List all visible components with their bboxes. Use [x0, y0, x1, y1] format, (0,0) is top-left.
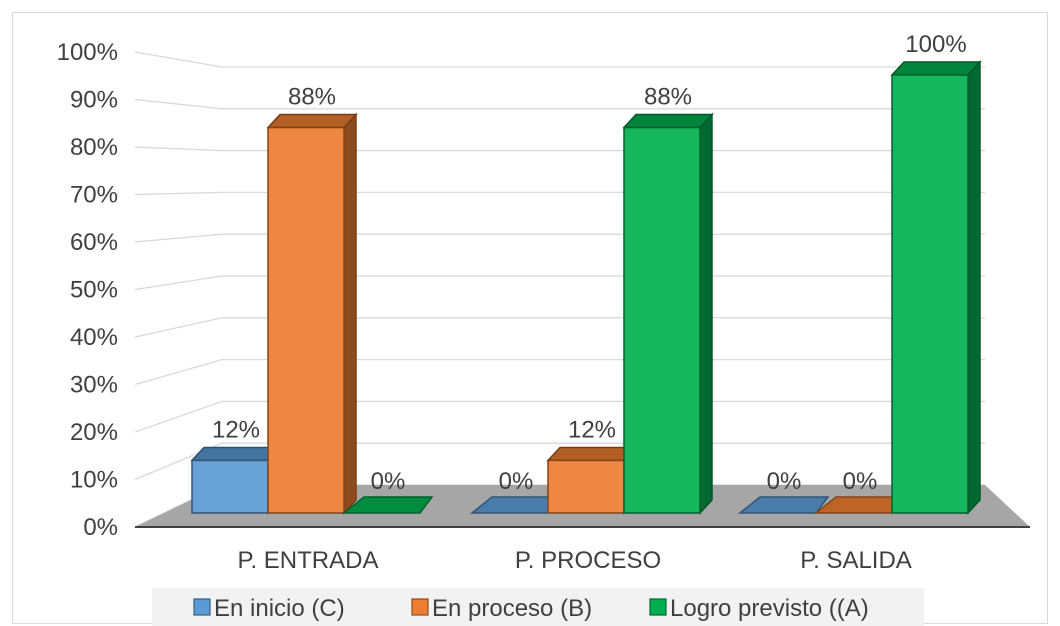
bar [341, 496, 434, 514]
bar [266, 112, 358, 515]
gridline [134, 51, 985, 68]
bar-front [547, 459, 625, 514]
legend-box [152, 588, 924, 626]
y-tick-label: 30% [70, 372, 118, 399]
x-tick-label: P. PROCESO [515, 547, 661, 574]
gridline [134, 275, 985, 291]
bar [737, 496, 830, 514]
x-tick-label: P. ENTRADA [238, 547, 379, 574]
legend-item: Logro previsto ((A) [649, 595, 869, 622]
data-label: 0% [767, 468, 802, 495]
bar-front [191, 459, 269, 514]
legend-item: En proceso (B) [411, 595, 592, 622]
y-tick-label: 40% [70, 324, 118, 351]
y-tick-label: 10% [70, 467, 118, 494]
data-label: 12% [568, 416, 616, 443]
data-label: 0% [499, 468, 534, 495]
bar [622, 112, 714, 515]
bar-top [266, 113, 358, 129]
bar [546, 445, 638, 515]
bar-side [699, 112, 713, 515]
bar-front [891, 74, 969, 514]
bar [190, 445, 282, 515]
y-tick-label: 20% [70, 419, 118, 446]
x-axis: P. ENTRADA P. PROCESO P. SALIDA [238, 547, 912, 574]
legend-label: Logro previsto ((A) [670, 595, 869, 622]
y-tick-label: 70% [70, 182, 118, 209]
gridline [134, 233, 985, 243]
y-tick-label: 60% [70, 229, 118, 256]
bar-side [967, 60, 981, 515]
x-tick-label: P. SALIDA [800, 547, 912, 574]
gridline [134, 400, 985, 433]
legend-swatch [193, 598, 211, 616]
data-labels: 12% 88% 0% 0% 12% 88% 0% 0% 100% [212, 31, 967, 495]
legend-item: En inicio (C) [193, 595, 345, 622]
bar-flat [341, 496, 434, 514]
bar-side [343, 112, 357, 515]
gridline [134, 358, 985, 386]
data-label: 88% [288, 84, 336, 111]
data-label: 100% [905, 31, 966, 58]
bar-top [622, 113, 714, 129]
legend-swatch [649, 598, 667, 616]
y-tick-label: 50% [70, 277, 118, 304]
data-label: 0% [843, 468, 878, 495]
y-tick-label: 90% [70, 87, 118, 114]
legend-label: En inicio (C) [214, 595, 345, 622]
gridline [134, 317, 985, 338]
y-tick-label: 100% [57, 39, 118, 66]
y-axis: 0% 10% 20% 30% 40% 50% 60% 70% 80% 90% 100% [57, 39, 118, 541]
data-label: 12% [212, 416, 260, 443]
legend-label: En proceso (B) [432, 595, 592, 622]
bar-top [190, 446, 282, 462]
bar-flat [737, 496, 830, 514]
bar-front [267, 126, 345, 514]
y-tick-label: 80% [70, 134, 118, 161]
gridline [134, 98, 985, 110]
bar [890, 60, 982, 515]
gridline [134, 191, 985, 196]
bar-front [623, 126, 701, 514]
data-label: 88% [644, 84, 692, 111]
bar-top [890, 61, 982, 76]
bars [190, 60, 982, 515]
data-label: 0% [371, 468, 406, 495]
y-tick-label: 0% [83, 514, 118, 541]
legend: En inicio (C) En proceso (B) Logro previst… [152, 588, 924, 626]
legend-swatch [411, 598, 429, 616]
gridline [134, 442, 985, 481]
gridline [134, 146, 985, 152]
bar-top [546, 446, 638, 462]
